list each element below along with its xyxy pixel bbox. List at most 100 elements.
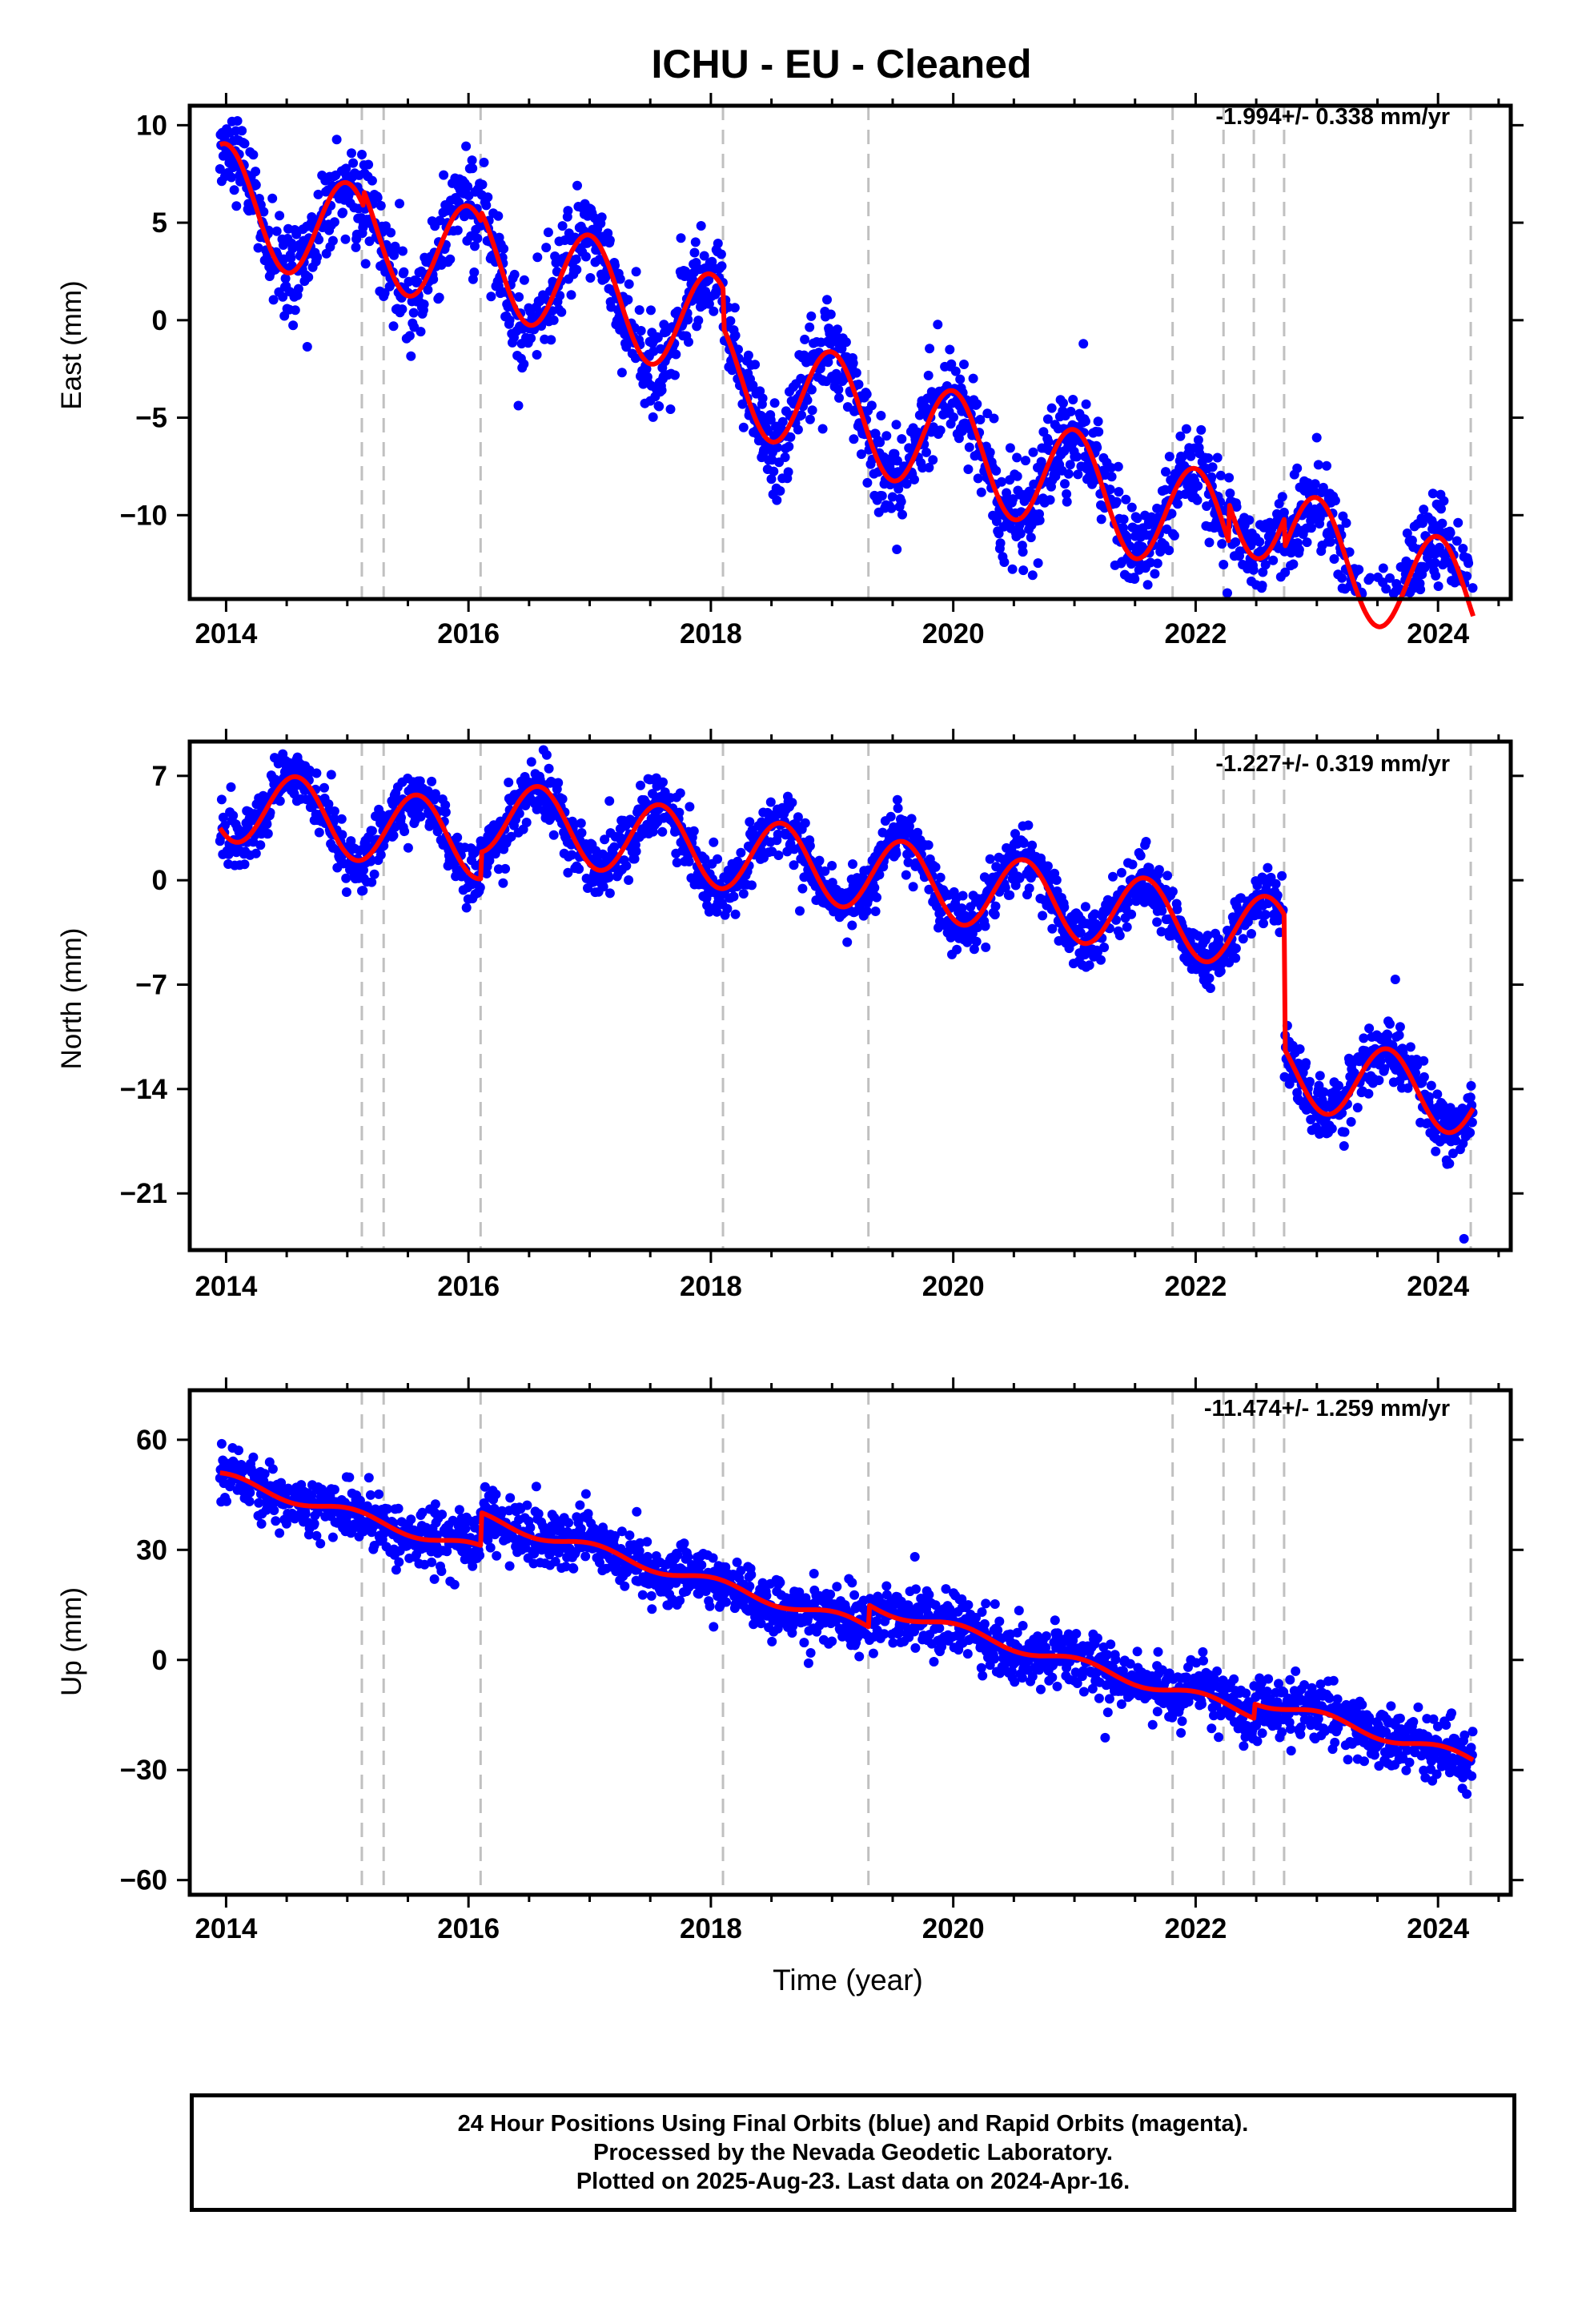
east-data-point — [546, 335, 556, 345]
north-data-point — [930, 862, 941, 872]
east-data-point — [1060, 479, 1070, 489]
up-data-point — [327, 1532, 338, 1542]
east-data-point — [1021, 456, 1030, 466]
east-data-point — [280, 273, 291, 283]
east-data-point — [972, 399, 982, 409]
east-data-point — [616, 368, 627, 378]
east-data-point — [693, 316, 704, 326]
east-data-point — [239, 139, 250, 149]
east-data-point — [363, 159, 374, 170]
north-data-point — [621, 861, 632, 871]
east-x-tick-label: 2024 — [1407, 618, 1469, 649]
east-data-point — [303, 272, 314, 283]
up-data-point — [245, 1487, 255, 1498]
east-data-point — [585, 273, 596, 283]
east-data-point — [1354, 565, 1364, 575]
east-data-point — [1113, 461, 1123, 472]
north-data-point — [872, 892, 881, 903]
east-data-point — [556, 307, 567, 317]
up-data-point — [406, 1514, 416, 1525]
east-data-point — [379, 288, 390, 298]
east-data-point — [288, 320, 299, 331]
east-data-point — [772, 495, 782, 505]
east-data-point — [1219, 560, 1229, 569]
east-rate-label: -1.994+/- 0.338 mm/yr — [1215, 104, 1450, 130]
east-data-point — [968, 373, 978, 384]
east-data-point — [493, 211, 504, 221]
east-data-point — [949, 412, 958, 422]
east-data-point — [237, 126, 247, 136]
east-data-point — [313, 189, 323, 199]
east-data-point — [1464, 558, 1474, 569]
north-data-point — [981, 942, 991, 952]
east-data-point — [1018, 565, 1029, 576]
east-data-point — [1066, 406, 1076, 416]
east-data-point — [733, 344, 743, 355]
north-data-point — [1238, 934, 1248, 944]
north-data-point — [885, 811, 896, 822]
east-data-point — [784, 441, 794, 452]
east-data-point — [268, 295, 279, 305]
east-data-point — [232, 116, 243, 126]
north-data-point — [1304, 1076, 1315, 1087]
up-data-point — [505, 1493, 516, 1503]
up-data-point — [254, 1498, 264, 1508]
north-data-point — [216, 794, 227, 805]
east-data-point — [286, 253, 296, 263]
east-data-point — [615, 274, 625, 284]
east-data-point — [636, 326, 646, 336]
east-data-point — [963, 464, 974, 474]
north-data-point — [1364, 1023, 1375, 1034]
north-data-point — [1162, 870, 1173, 881]
east-data-point — [395, 199, 404, 209]
east-data-point — [327, 235, 338, 246]
north-data-point — [576, 818, 586, 828]
north-data-point — [985, 854, 995, 864]
east-data-point — [416, 327, 426, 337]
east-data-point — [793, 424, 803, 435]
east-data-point — [486, 292, 496, 302]
east-y-tick-label: −10 — [120, 500, 167, 531]
north-data-point — [893, 803, 903, 814]
north-data-point — [553, 778, 564, 788]
east-x-tick-label: 2022 — [1164, 618, 1227, 649]
north-data-point — [787, 798, 797, 808]
east-data-point — [1080, 416, 1090, 427]
north-data-point — [251, 848, 261, 858]
east-data-point — [360, 259, 371, 269]
up-scatter-points — [215, 1438, 1478, 1799]
up-data-point — [624, 1530, 635, 1541]
east-y-tick-label: −5 — [135, 403, 167, 434]
east-data-point — [985, 447, 995, 457]
east-data-point — [1007, 564, 1018, 574]
north-data-point — [675, 788, 685, 798]
east-data-point — [1311, 432, 1322, 443]
up-data-point — [746, 1570, 757, 1580]
north-data-point — [891, 848, 901, 858]
up-data-point — [248, 1452, 259, 1462]
north-data-point — [262, 819, 272, 830]
east-data-point — [897, 434, 907, 444]
east-data-point — [1093, 416, 1103, 427]
east-data-point — [331, 135, 342, 145]
north-data-point — [657, 826, 668, 837]
east-data-point — [215, 164, 225, 174]
east-data-point — [841, 337, 851, 348]
east-data-point — [823, 357, 833, 368]
east-data-point — [945, 344, 955, 355]
north-data-point — [1108, 871, 1118, 882]
east-data-point — [1329, 554, 1339, 564]
east-data-point — [861, 389, 872, 400]
up-data-point — [475, 1550, 485, 1561]
east-data-point — [769, 466, 779, 476]
east-panel: East (mm) 2014 2016 2018 2020 2022 20241050−5… — [56, 93, 1524, 649]
north-data-point — [847, 920, 857, 931]
north-data-point — [797, 883, 808, 894]
east-data-point — [806, 311, 817, 321]
north-data-point — [689, 826, 699, 836]
east-data-point — [259, 207, 269, 217]
up-data-point — [580, 1489, 591, 1499]
east-data-point — [408, 308, 419, 318]
east-data-point — [725, 316, 736, 326]
east-data-point — [765, 415, 776, 425]
